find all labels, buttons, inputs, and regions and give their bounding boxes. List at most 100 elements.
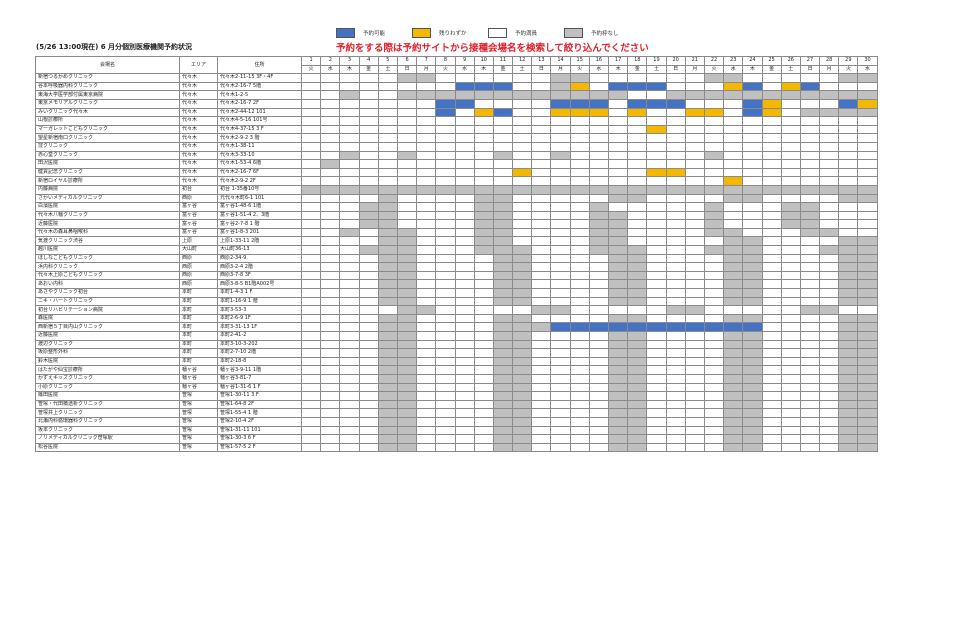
status-cell: [857, 279, 878, 290]
status-cell: [435, 373, 456, 384]
status-cell: [569, 305, 590, 315]
status-cell: [416, 219, 437, 229]
status-cell: [320, 245, 341, 255]
status-cell: [723, 202, 744, 212]
status-cell: [703, 296, 725, 307]
status-cell: [569, 382, 590, 393]
status-cell: [588, 279, 610, 290]
status-cell: [358, 107, 379, 118]
status-cell: [627, 382, 648, 393]
status-cell: [512, 210, 533, 221]
status-cell: [723, 305, 744, 315]
status-cell: [550, 305, 571, 315]
status-cell: [857, 356, 878, 367]
status-cell: [761, 81, 782, 92]
status-cell: [607, 365, 629, 375]
status-cell: [531, 176, 552, 186]
status-cell: [857, 322, 878, 332]
clinic-name: 笹塚井上クリニック: [35, 408, 180, 418]
status-cell: [780, 279, 801, 290]
status-cell: [627, 442, 648, 453]
status-cell: [396, 116, 418, 126]
status-cell: [838, 288, 859, 298]
clinic-name: 小原クリニック: [35, 382, 180, 393]
status-cell: [358, 184, 379, 195]
status-cell: [473, 442, 494, 453]
status-cell: [703, 90, 725, 100]
status-cell: [819, 193, 840, 204]
status-cell: [473, 331, 494, 341]
status-cell: [857, 227, 878, 238]
clinic-name: 浜内科クリニック: [35, 262, 180, 272]
status-cell: [569, 133, 590, 143]
status-cell: [780, 193, 801, 204]
status-cell: [703, 313, 725, 324]
status-cell: [742, 141, 763, 152]
status-cell: [857, 210, 878, 221]
status-cell: [492, 356, 514, 367]
status-cell: [473, 98, 494, 109]
clinic-area: 代々木: [179, 73, 218, 83]
status-cell: [377, 262, 398, 272]
status-cell: [473, 305, 494, 315]
status-cell: [531, 399, 552, 410]
status-cell: [531, 107, 552, 118]
status-cell: [857, 288, 878, 298]
clinic-address: 本町2-41-2: [217, 331, 302, 341]
status-cell: [377, 425, 398, 436]
status-cell: [838, 167, 859, 178]
clinic-name: 赤心堂クリニック: [35, 150, 180, 161]
status-cell: [550, 184, 571, 195]
status-cell: [627, 296, 648, 307]
status-cell: [761, 416, 782, 427]
status-cell: [742, 373, 763, 384]
status-cell: [550, 365, 571, 375]
status-cell: [473, 399, 494, 410]
day-weekday: 日: [396, 64, 418, 75]
status-cell: [531, 193, 552, 204]
status-cell: [761, 339, 782, 350]
status-cell: [358, 124, 379, 135]
status-cell: [723, 348, 744, 358]
status-cell: [435, 399, 456, 410]
status-cell: [512, 184, 533, 195]
status-cell: [742, 399, 763, 410]
clinic-name: 鈴木医院: [35, 356, 180, 367]
status-cell: [531, 434, 552, 444]
day-number: 13: [531, 56, 552, 66]
table-row: 森医院 本町 本町2-6-9 1F: [35, 313, 878, 324]
day-number: 20: [665, 56, 686, 66]
clinic-address: 初台 1-35番10号: [217, 184, 302, 195]
table-row: 健貢記念クリニック 代々木 代々木2-16-7 6F: [35, 167, 878, 178]
status-cell: [492, 279, 514, 290]
status-cell: [550, 107, 571, 118]
status-cell: [761, 245, 782, 255]
status-cell: [416, 107, 437, 118]
status-cell: [799, 416, 821, 427]
status-cell: [703, 124, 725, 135]
status-cell: [512, 416, 533, 427]
status-cell: [473, 245, 494, 255]
status-cell: [339, 141, 360, 152]
status-cell: [723, 339, 744, 350]
status-cell: [819, 322, 840, 332]
status-cell: [723, 73, 744, 83]
status-cell: [665, 442, 686, 453]
day-weekday: 火: [569, 64, 590, 75]
status-cell: [358, 313, 379, 324]
status-cell: [512, 107, 533, 118]
clinic-address: 代々木2-16-7 2F: [217, 98, 302, 109]
status-cell: [320, 322, 341, 332]
day-number: 4: [358, 56, 379, 66]
status-cell: [416, 339, 437, 350]
status-cell: [377, 116, 398, 126]
status-cell: [300, 408, 322, 418]
status-cell: [723, 408, 744, 418]
status-cell: [799, 348, 821, 358]
status-cell: [550, 124, 571, 135]
status-cell: [703, 193, 725, 204]
status-cell: [607, 313, 629, 324]
status-cell: [742, 391, 763, 401]
status-cell: [396, 373, 418, 384]
status-cell: [416, 167, 437, 178]
